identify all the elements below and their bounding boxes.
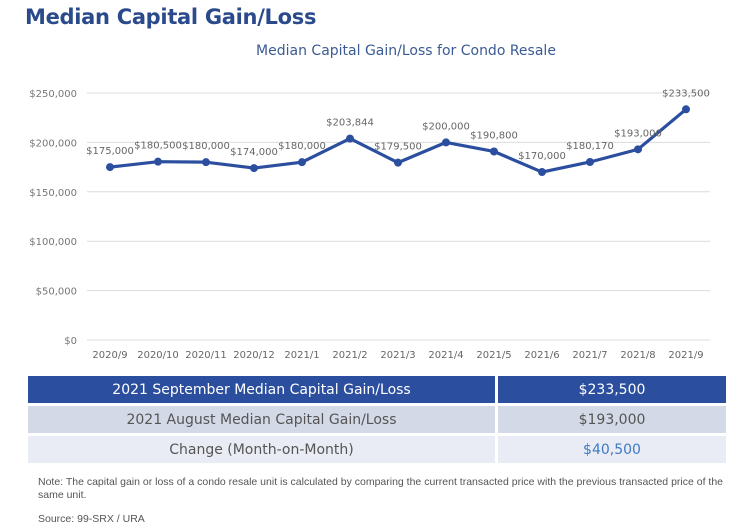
data-labels: $175,000 $180,500 $180,000$174,000$180,000… (86, 88, 710, 162)
x-tick-label: 2021/1 (284, 350, 319, 361)
summary-row-change: Change (Month-on-Month) $40,500 (28, 436, 726, 463)
data-label: $174,000 (230, 147, 278, 158)
x-tick-label: 2020/10 (137, 350, 179, 361)
summary-value: $40,500 (498, 436, 726, 463)
x-tick-label: 2021/2 (332, 350, 367, 361)
summary-row-current: 2021 September Median Capital Gain/Loss … (28, 376, 726, 403)
data-point (538, 168, 546, 177)
data-label: $203,844 (326, 118, 374, 129)
y-tick-label: $100,000 (29, 237, 77, 248)
y-tick-label: $200,000 (29, 138, 77, 149)
data-point (586, 157, 594, 166)
data-point (442, 138, 450, 147)
data-point (634, 145, 642, 154)
y-tick-label: $150,000 (29, 188, 77, 199)
y-tick-label: $0 (64, 336, 77, 347)
data-point (298, 158, 306, 167)
data-label: $180,000 (278, 141, 326, 152)
data-label: $233,500 (662, 88, 710, 99)
summary-row-previous: 2021 August Median Capital Gain/Loss $19… (28, 406, 726, 433)
data-label: $180,170 (566, 141, 614, 152)
x-tick-label: 2021/9 (668, 350, 703, 361)
x-tick-label: 2020/12 (233, 350, 275, 361)
data-label: $180,500 (134, 141, 182, 152)
chart-title: Median Capital Gain/Loss for Condo Resal… (256, 43, 556, 59)
data-label: $170,000 (518, 151, 566, 162)
x-tick-label: 2021/5 (476, 350, 511, 361)
data-label: $179,500 (374, 142, 422, 153)
data-label: $193,000 (614, 128, 662, 139)
x-tick-label: 2021/6 (524, 350, 559, 361)
footnote: Note: The capital gain or loss of a cond… (38, 476, 724, 501)
y-tick-label: $250,000 (29, 89, 77, 100)
data-point (394, 158, 402, 167)
gridlines (87, 92, 710, 341)
x-tick-label: 2021/4 (428, 350, 463, 361)
data-point (346, 134, 354, 143)
data-point (106, 163, 114, 172)
line-chart: Median Capital Gain/Loss for Condo Resal… (29, 43, 710, 361)
summary-label: Change (Month-on-Month) (28, 436, 495, 463)
page-title: Median Capital Gain/Loss (25, 5, 317, 29)
source-note: Source: 99-SRX / URA (38, 513, 145, 525)
y-axis: $0 $50,000 $100,000 $150,000 $200,000 $250,00… (29, 89, 77, 347)
summary-label: 2021 September Median Capital Gain/Loss (28, 376, 495, 403)
y-tick-label: $50,000 (36, 287, 77, 298)
x-tick-label: 2021/3 (380, 350, 415, 361)
summary-table: 2021 September Median Capital Gain/Loss … (28, 376, 726, 466)
x-tick-label: 2021/8 (620, 350, 655, 361)
summary-value: $193,000 (498, 406, 726, 433)
data-point (490, 147, 498, 156)
data-point (202, 158, 210, 167)
data-label: $190,800 (470, 130, 518, 141)
summary-value: $233,500 (498, 376, 726, 403)
data-point (682, 105, 690, 114)
series-line (106, 105, 690, 177)
x-axis: 2020/9 2020/10 2020/11 2020/12 2021/1 2021/2 2… (92, 350, 703, 361)
data-label: $175,000 (86, 146, 134, 157)
data-point (250, 164, 258, 173)
x-tick-label: 2020/11 (185, 350, 227, 361)
data-label: $200,000 (422, 121, 470, 132)
data-point (154, 157, 162, 166)
x-tick-label: 2020/9 (92, 350, 127, 361)
data-label: $180,000 (182, 141, 230, 152)
x-tick-label: 2021/7 (572, 350, 607, 361)
summary-label: 2021 August Median Capital Gain/Loss (28, 406, 495, 433)
